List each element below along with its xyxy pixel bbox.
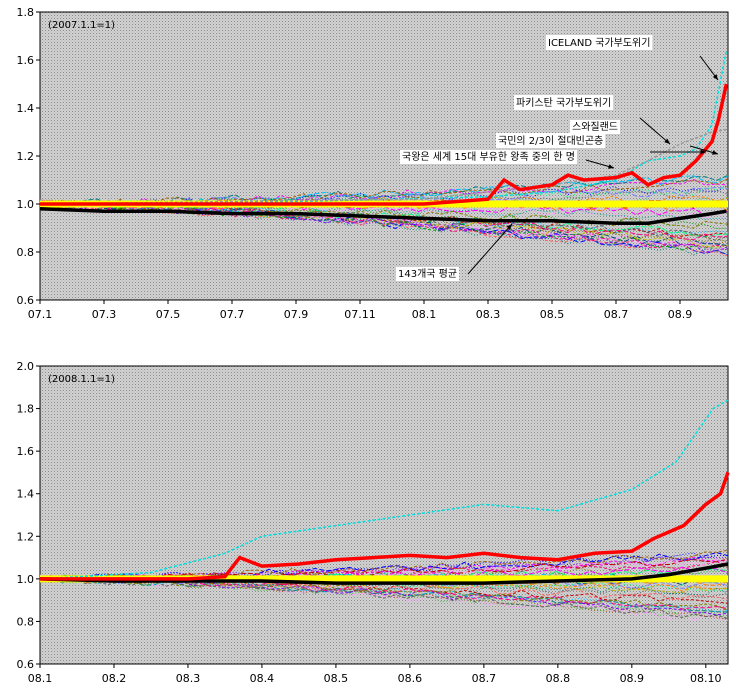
annotation-bg [496,133,606,148]
x-axis: 08.1 08.2 08.3 08.4 08.5 08.6 08.7 08.8 08.9 08.1… [28,664,722,685]
country-line [39,199,729,248]
country-line [39,189,729,209]
y-tick-label: 1.8 [17,403,35,416]
x-tick-label: 07.1 [28,308,53,321]
annotation-label: 국민의 2/3이 절대빈곤층 [498,134,603,147]
y-tick-label: 2.0 [17,360,35,373]
arrow-head [700,149,706,155]
x-tick-label: 08.3 [476,308,501,321]
plot-area [39,11,729,301]
country-line [39,568,729,582]
y-tick-label: 1.4 [17,102,35,115]
arrow-head [608,164,614,169]
x-tick-label: 08.5 [540,308,565,321]
y-tick-label: 1.6 [17,54,35,67]
x-tick-label: 08.9 [668,308,693,321]
x-tick-label: 08.3 [176,672,201,685]
x-tick-label: 08.10 [690,672,722,685]
y-tick-label: 0.6 [17,658,35,671]
y-tick-label: 1.6 [17,445,35,458]
series-average-black [39,207,727,225]
x-tick-label: 08.5 [324,672,349,685]
series-highlight-red [40,83,729,206]
arrow-head [506,224,512,230]
x-tick-label: 07.7 [220,308,245,321]
annotation-bg [514,95,614,110]
series-group [39,50,729,225]
arrow-head [664,138,670,144]
annotation-bg [400,150,577,164]
annotation-label: 파키스탄 국가부도위기 [516,96,611,109]
x-tick-label: 08.2 [102,672,127,685]
annotation-label: 143개국 평균 [398,268,457,280]
x-tick-label: 08.9 [620,672,645,685]
country-line [39,201,729,238]
annotation-bg [546,35,653,50]
y-tick-label: 1.2 [17,530,35,543]
y-tick-label: 1.8 [17,6,35,19]
y-axis: 0.6 0.8 1.0 1.2 1.4 1.6 1.8 [17,6,40,307]
baseline-note: (2008.1.1=1) [48,374,115,385]
annotation-label: 국왕은 세계 15대 부유한 왕족 중의 한 명 [402,151,575,163]
annotation-arrow [467,223,513,275]
x-tick-label: 08.7 [472,672,497,685]
x-axis: 07.1 07.3 07.5 07.7 07.9 07.11 08.1 08.3 08.5 08.… [28,300,693,321]
x-tick-label: 08.1 [412,308,437,321]
annotation-label: 스와질랜드 [572,121,618,133]
arrow-head [712,150,718,155]
x-tick-label: 08.8 [546,672,571,685]
x-tick-label: 07.9 [284,308,309,321]
country-line [39,575,729,592]
y-tick-label: 0.6 [17,294,35,307]
plot-area [39,365,729,665]
y-tick-label: 1.4 [17,488,35,501]
country-line [39,577,729,622]
x-tick-label: 08.7 [604,308,629,321]
arrow-head [712,74,718,80]
country-line [39,184,729,209]
x-tick-label: 07.11 [344,308,376,321]
y-tick-label: 0.8 [17,246,35,259]
series-cyan [39,399,729,580]
country-line [39,195,729,208]
country-line [39,575,729,616]
x-tick-label: 07.3 [92,308,117,321]
series-highlight-red [40,471,730,581]
series-gray [39,128,727,205]
y-tick-label: 0.8 [17,615,35,628]
country-line [39,573,729,583]
annotation-label: ICELAND 국가부도위기 [548,36,650,49]
x-tick-label: 08.1 [28,672,53,685]
country-line [39,558,729,583]
annotation-bg [396,267,460,281]
country-line [39,577,729,613]
x-tick-label: 08.4 [250,672,275,685]
series-average-black [39,562,729,585]
x-tick-label: 07.5 [156,308,181,321]
country-line [39,201,729,256]
annotation-bg [570,120,620,134]
y-tick-label: 1.0 [17,198,35,211]
baseline-note: (2007.1.1=1) [48,20,115,31]
chart-panel-2007: (2007.1.1=1) 0.60.81.01.21.41.61.8 07.1 0… [17,6,729,321]
y-tick-label: 1.0 [17,573,35,586]
annotation-arrow [639,117,671,145]
y-axis: 0.6 0.8 1.0 1.2 1.4 1.6 1.8 2.0 [17,360,40,671]
series-group [39,399,730,585]
y-tick-label: 1.2 [17,150,35,163]
x-tick-label: 08.6 [398,672,423,685]
chart-panel-2008: (2008.1.1=1) 0.6 0.8 1.0 1.2 1.4 1.6 1.8 2.0 08… [17,360,730,685]
